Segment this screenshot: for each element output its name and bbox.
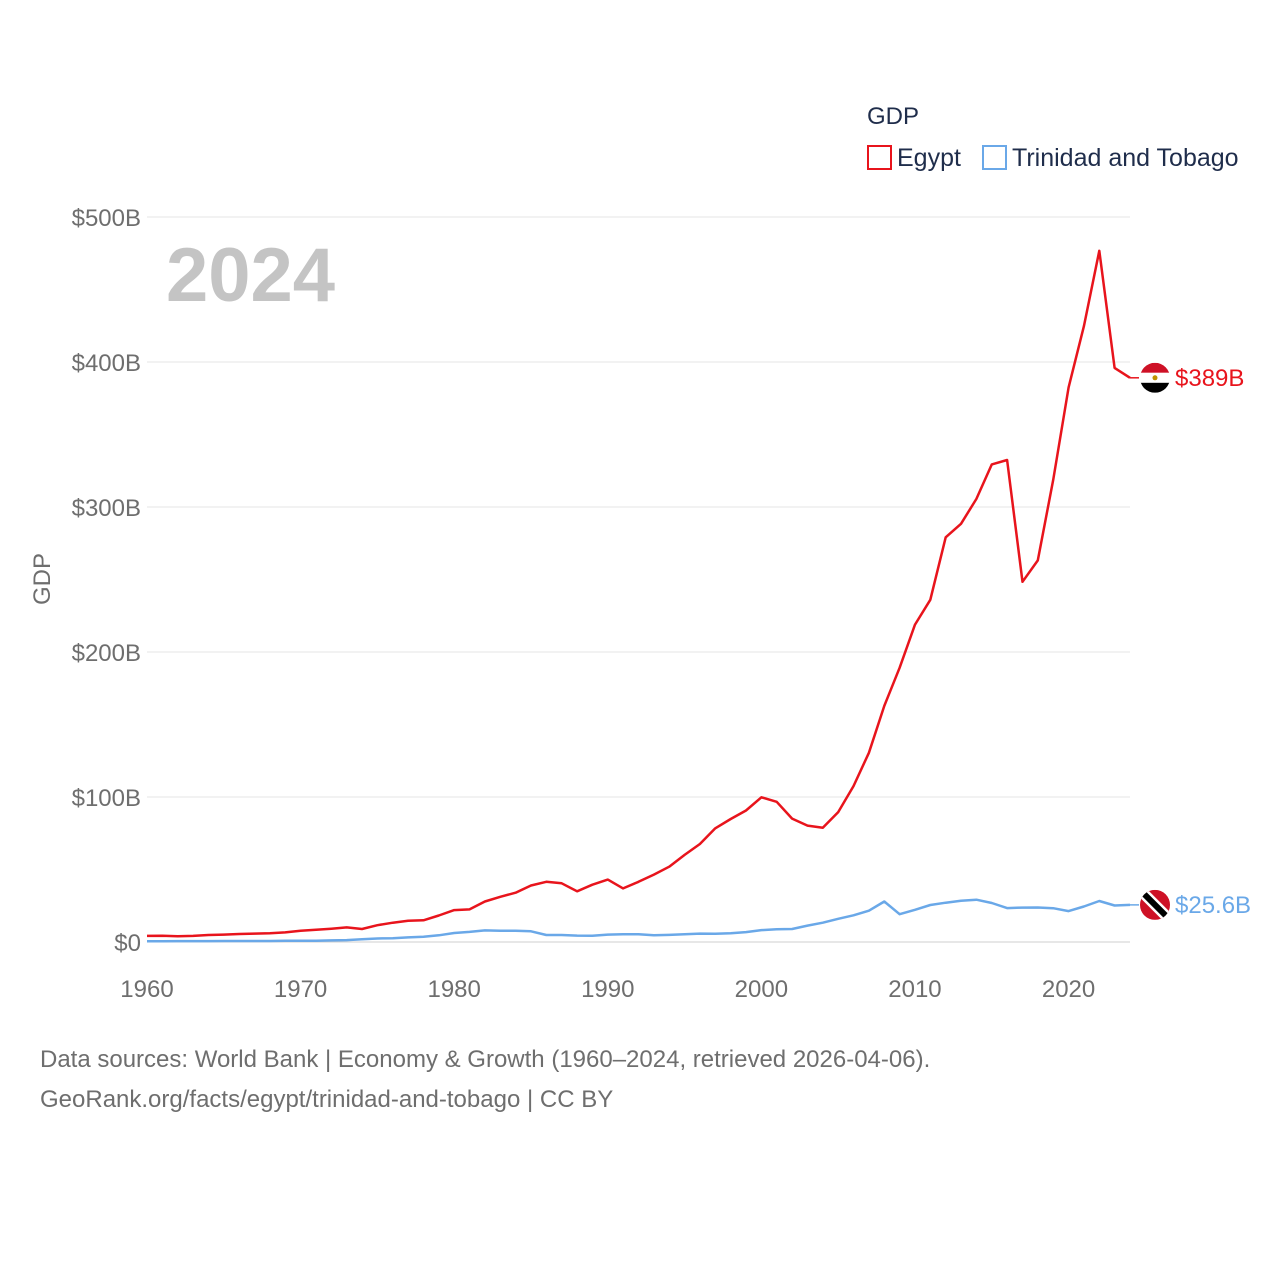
end-value-label: $25.6B xyxy=(1175,892,1251,919)
legend-swatch-egypt xyxy=(867,145,892,170)
y-tick-label: $100B xyxy=(72,785,141,812)
legend-item-trinidad[interactable]: Trinidad and Tobago xyxy=(982,144,1239,172)
end-value-label: $389B xyxy=(1175,365,1244,392)
x-tick-label: 2020 xyxy=(1042,976,1095,1003)
x-tick-label: 1970 xyxy=(274,976,327,1003)
legend-swatch-trinidad xyxy=(982,145,1007,170)
x-axis-ticks: 1960 1970 1980 1990 2000 2010 2020 xyxy=(120,976,1095,1003)
x-tick-label: 2000 xyxy=(735,976,788,1003)
series-lines xyxy=(146,249,1131,943)
legend-label-trinidad: Trinidad and Tobago xyxy=(1012,144,1239,172)
series-line-egypt xyxy=(146,249,1131,938)
x-tick-label: 1980 xyxy=(427,976,480,1003)
y-axis-title: GDP xyxy=(29,553,56,605)
y-tick-label: $500B xyxy=(72,205,141,232)
gdp-chart: $0 $100B $200B $300B $400B $500B 1960 1970 1980… xyxy=(29,103,1251,1003)
grid-lines xyxy=(147,216,1130,943)
series-line-trinidad xyxy=(147,898,1131,943)
y-tick-label: $300B xyxy=(72,495,141,522)
y-axis-ticks: $0 $100B $200B $300B $400B $500B xyxy=(72,205,141,957)
egypt-flag-icon xyxy=(1140,362,1170,393)
y-tick-label: $0 xyxy=(114,930,141,957)
end-markers: $389B $25.6B xyxy=(1130,362,1251,920)
x-tick-label: 1990 xyxy=(581,976,634,1003)
legend-item-egypt[interactable]: Egypt xyxy=(867,144,961,172)
y-tick-label: $400B xyxy=(72,350,141,377)
legend-label-egypt: Egypt xyxy=(897,144,961,172)
source-note: Data sources: World Bank | Economy & Gro… xyxy=(40,1040,930,1120)
y-tick-label: $200B xyxy=(72,640,141,667)
year-label: 2024 xyxy=(166,233,335,318)
legend-title: GDP xyxy=(867,103,919,130)
source-line-1: Data sources: World Bank | Economy & Gro… xyxy=(40,1046,931,1073)
source-line-2: GeoRank.org/facts/egypt/trinidad-and-tob… xyxy=(40,1086,614,1113)
x-tick-label: 1960 xyxy=(120,976,173,1003)
trinidad-flag-icon xyxy=(1140,889,1170,920)
x-tick-label: 2010 xyxy=(888,976,941,1003)
